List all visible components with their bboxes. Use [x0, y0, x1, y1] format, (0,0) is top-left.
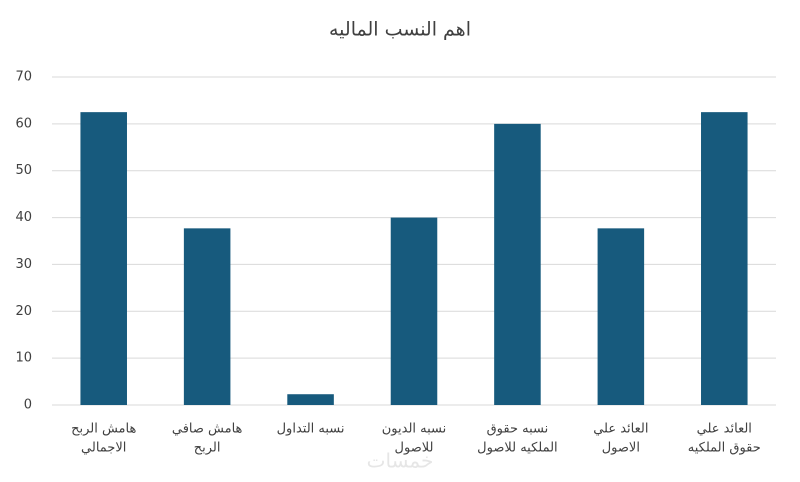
x-tick-label: الربح	[194, 441, 221, 456]
x-tick-label: العائد علي	[697, 422, 752, 437]
bar	[494, 123, 541, 405]
y-tick-label: 0	[24, 398, 32, 413]
bar	[597, 228, 645, 405]
x-tick-label: نسبه التداول	[277, 422, 345, 437]
bar	[701, 112, 748, 406]
watermark: خمسات	[367, 449, 434, 473]
y-tick-label: 60	[15, 116, 32, 131]
x-tick-label: الاجمالي	[81, 441, 126, 456]
x-tick-label: الملكيه للاصول	[477, 441, 558, 456]
y-tick-label: 70	[15, 70, 32, 85]
x-tick-label: حقوق الملكيه	[688, 441, 761, 456]
x-tick-label: الاصول	[602, 441, 640, 456]
x-tick-label: للاصول	[395, 441, 434, 456]
x-tick-label: نسبه الديون	[382, 422, 447, 437]
y-tick-label: 40	[15, 210, 32, 225]
x-tick-label: هامش صافي	[172, 422, 243, 437]
bar	[287, 394, 334, 405]
x-tick-label: نسبه حقوق	[487, 422, 549, 437]
bar	[390, 217, 438, 405]
bar	[183, 228, 231, 405]
x-tick-label: هامش الربح	[71, 422, 136, 437]
y-tick-label: 50	[15, 163, 32, 178]
bar	[80, 112, 127, 406]
x-tick-label: العائد علي	[593, 422, 648, 437]
y-tick-label: 20	[15, 304, 32, 319]
y-tick-label: 10	[15, 351, 32, 366]
chart-title: اهم النسب الماليه	[329, 19, 471, 41]
y-tick-label: 30	[15, 257, 32, 272]
